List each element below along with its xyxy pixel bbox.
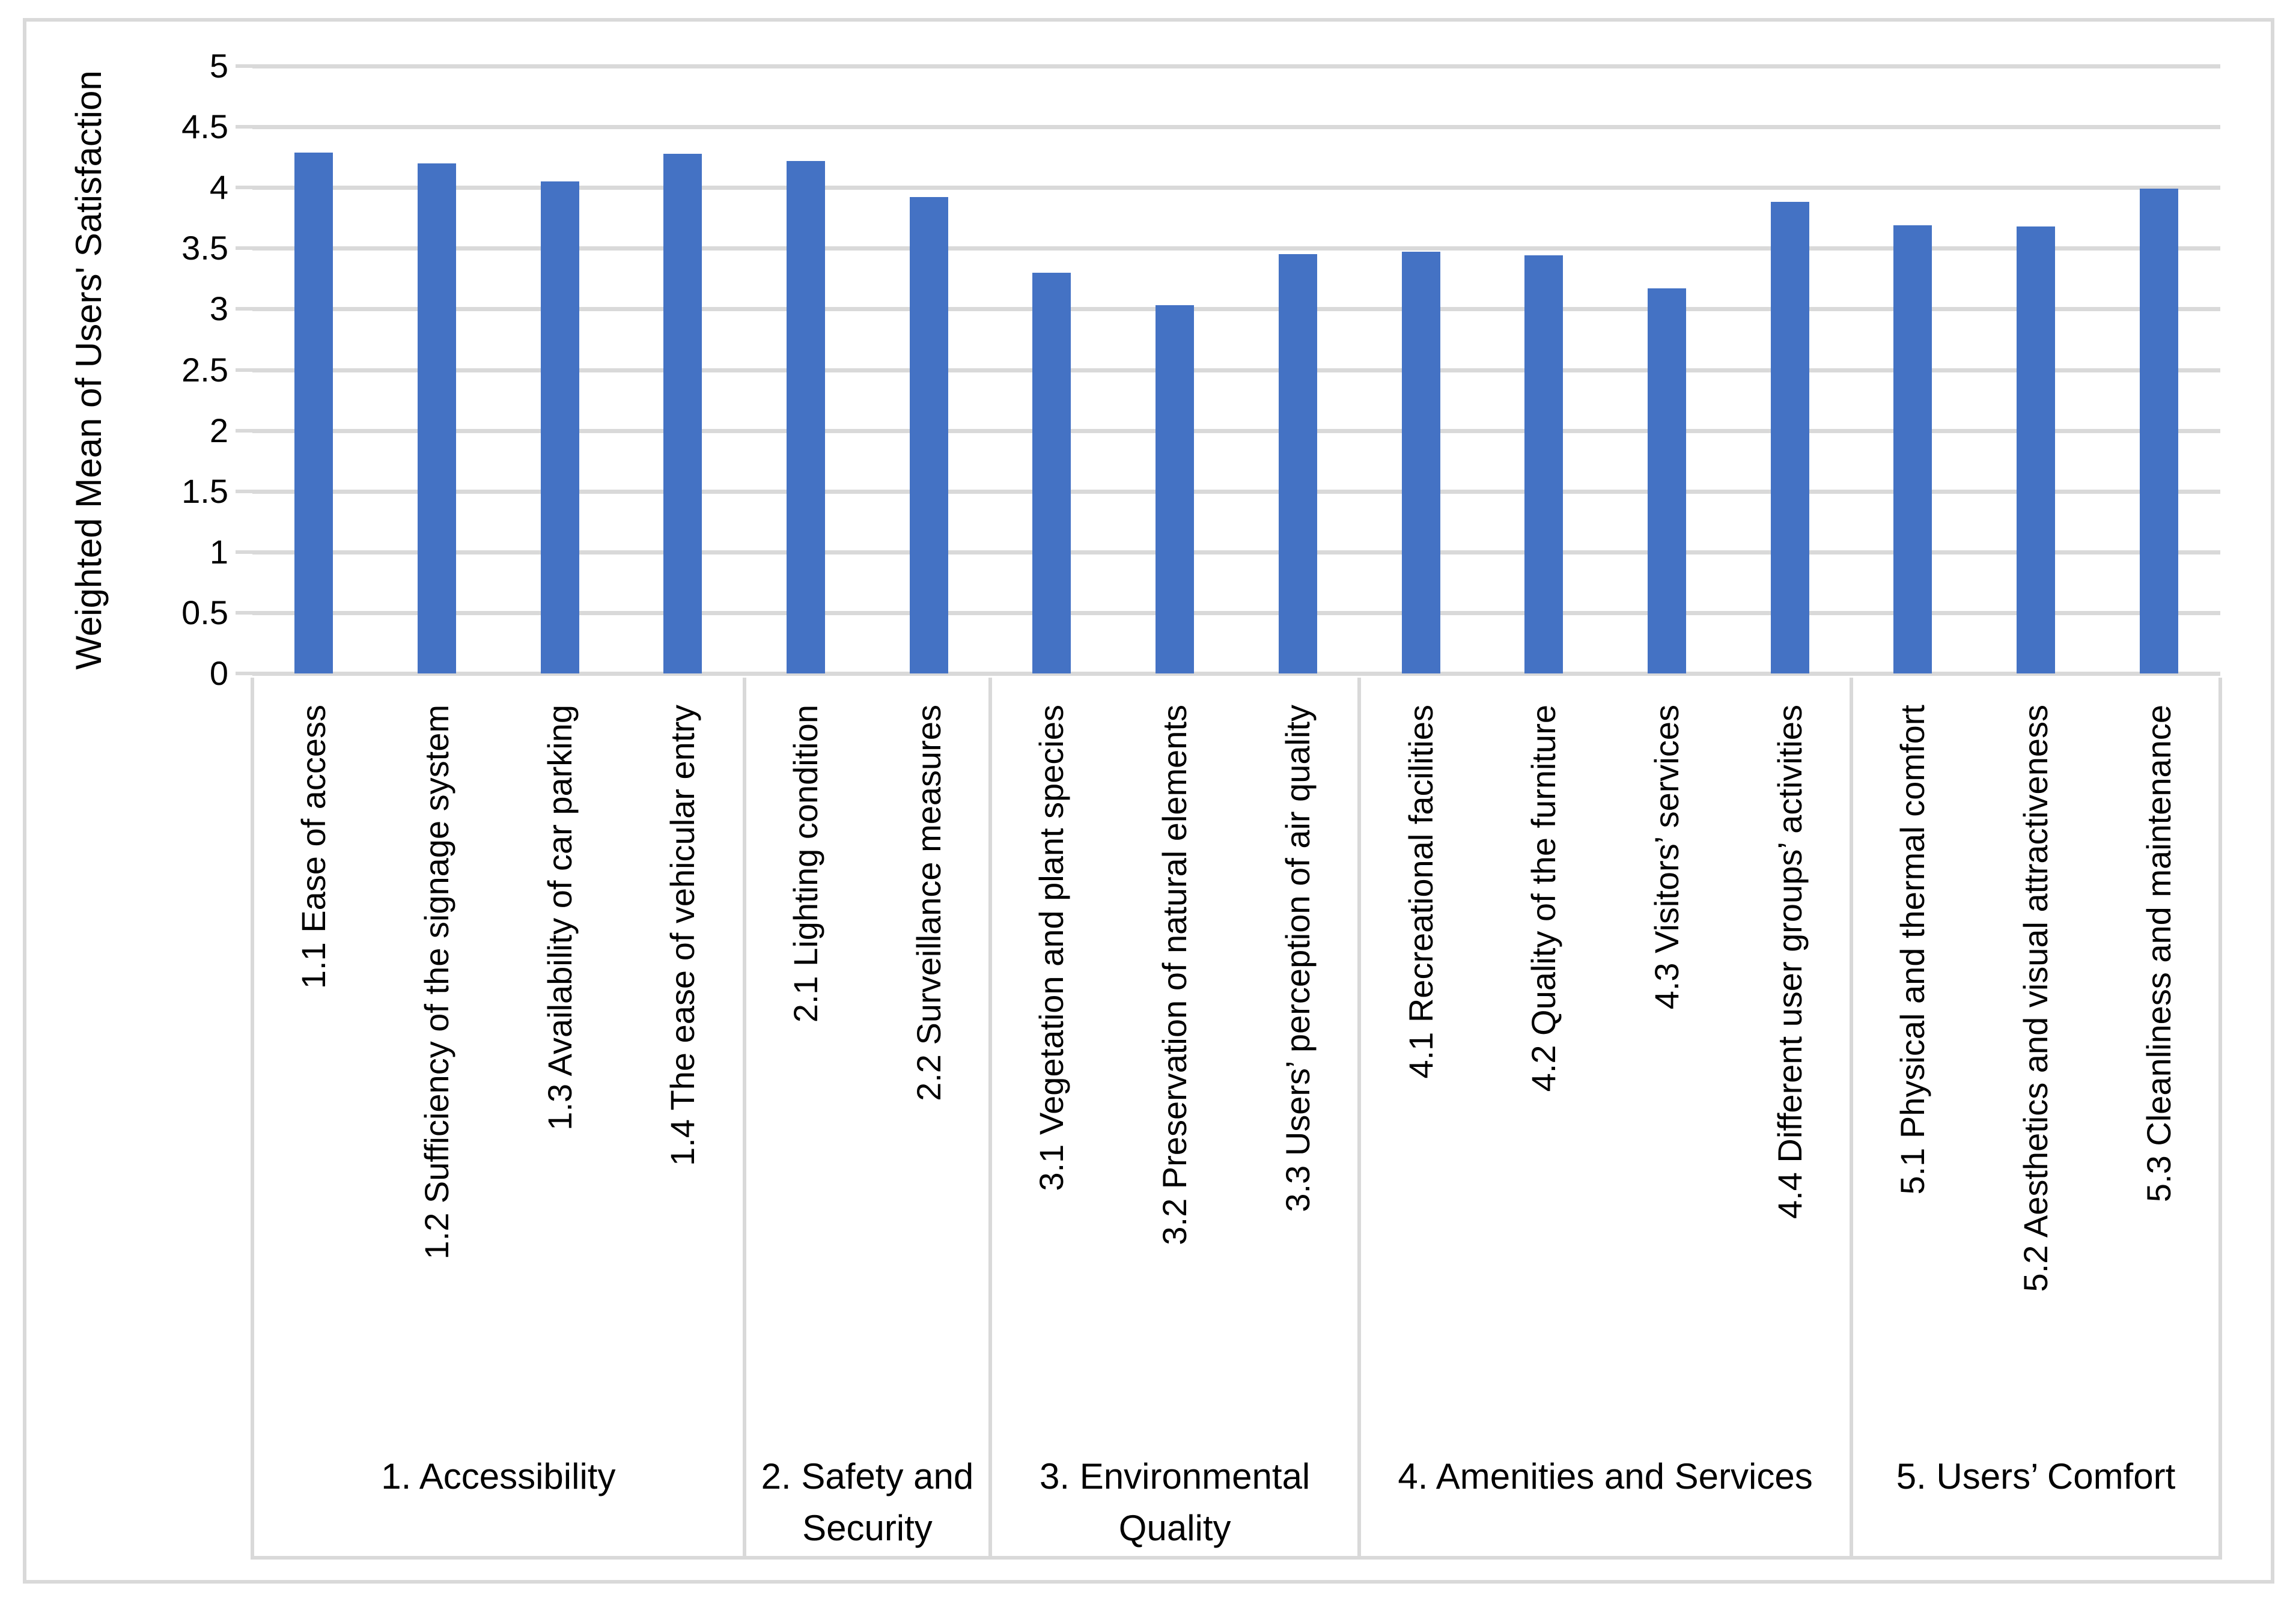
bar [1893,225,1932,673]
y-axis-tick [236,672,252,675]
y-axis-tick [236,186,252,190]
group-divider [742,678,746,1560]
y-tick-label: 2.5 [181,350,228,389]
category-label: 4.1 Recreational facilities [1401,705,1440,1079]
bar [1770,202,1809,673]
category-label: 3.3 Users’ perception of air quality [1278,705,1317,1212]
y-tick-label: 3.5 [181,229,228,267]
gridline [252,246,2220,251]
group-label: 1. Accessibility [381,1456,616,1496]
group-label: 3. Environmental Quality [1040,1456,1311,1548]
group-label: 4. Amenities and Services [1398,1456,1813,1496]
bar [1401,252,1440,673]
bar [909,197,948,673]
y-axis-tick [236,64,252,68]
category-label: 1.2 Sufficiency of the signage system [418,705,456,1260]
bar [2139,189,2178,673]
category-label: 1.3 Availability of car parking [540,705,579,1131]
category-label: 4.2 Quality of the furniture [1524,705,1563,1092]
group-divider [988,678,993,1560]
gridline [252,64,2220,68]
category-label: 1.1 Ease of access [294,705,333,989]
y-tick-label: 2 [209,411,228,449]
category-label: 2.1 Lighting condition [787,705,825,1023]
bar [1647,288,1686,673]
y-tick-label: 1.5 [181,472,228,510]
gridline [252,186,2220,190]
gridline [252,428,2220,433]
y-tick-label: 4 [209,168,228,207]
y-tick-label: 0 [209,654,228,692]
y-axis-tick [236,246,252,251]
category-label: 5.2 Aesthetics and visual attractiveness [2016,705,2054,1292]
gridline [252,550,2220,554]
bar [1524,255,1564,673]
group-label: 2. Safety and Security [761,1456,974,1548]
y-axis-tick [236,489,252,493]
y-tick-label: 1 [209,532,228,571]
bar [294,152,333,673]
y-axis-tick [236,610,252,615]
bar [787,160,826,673]
group-divider [2218,678,2222,1560]
y-tick-label: 5 [209,47,228,85]
gridline [252,307,2220,312]
bar [1032,272,1071,673]
category-label: 1.4 The ease of vehicular entry [663,705,702,1166]
bar [540,181,579,673]
bar [2016,226,2055,673]
category-label: 5.3 Cleanliness and maintenance [2139,705,2178,1203]
y-axis-tick [236,428,252,433]
group-divider [1357,678,1362,1560]
gridline [252,610,2220,615]
category-label: 4.3 Visitors’ services [1647,705,1685,1010]
category-label: 4.4 Different user groups’ activities [1770,705,1809,1219]
y-axis-tick [236,550,252,554]
y-tick-label: 0.5 [181,593,228,631]
gridline [252,368,2220,372]
x-axis-line [252,672,2220,676]
category-label: 2.2 Surveillance measures [909,705,948,1101]
y-axis-tick [236,368,252,372]
bar [1278,254,1317,673]
y-tick-label: 4.5 [181,108,228,146]
y-axis-tick [236,125,252,129]
category-label: 3.2 Preservation of natural elements [1156,705,1194,1245]
bar [418,163,457,673]
label-band-bottom-line [252,1556,2220,1560]
category-label: 3.1 Vegetation and plant species [1032,705,1071,1191]
bar [1156,305,1195,673]
bar [663,153,702,673]
gridline [252,489,2220,494]
y-axis-tick [236,307,252,311]
group-divider [251,678,254,1560]
group-divider [1849,678,1853,1560]
gridline [252,125,2220,130]
y-tick-label: 3 [209,290,228,328]
category-label: 5.1 Physical and thermal comfort [1893,705,1932,1195]
group-label: 5. Users’ Comfort [1896,1456,2176,1496]
